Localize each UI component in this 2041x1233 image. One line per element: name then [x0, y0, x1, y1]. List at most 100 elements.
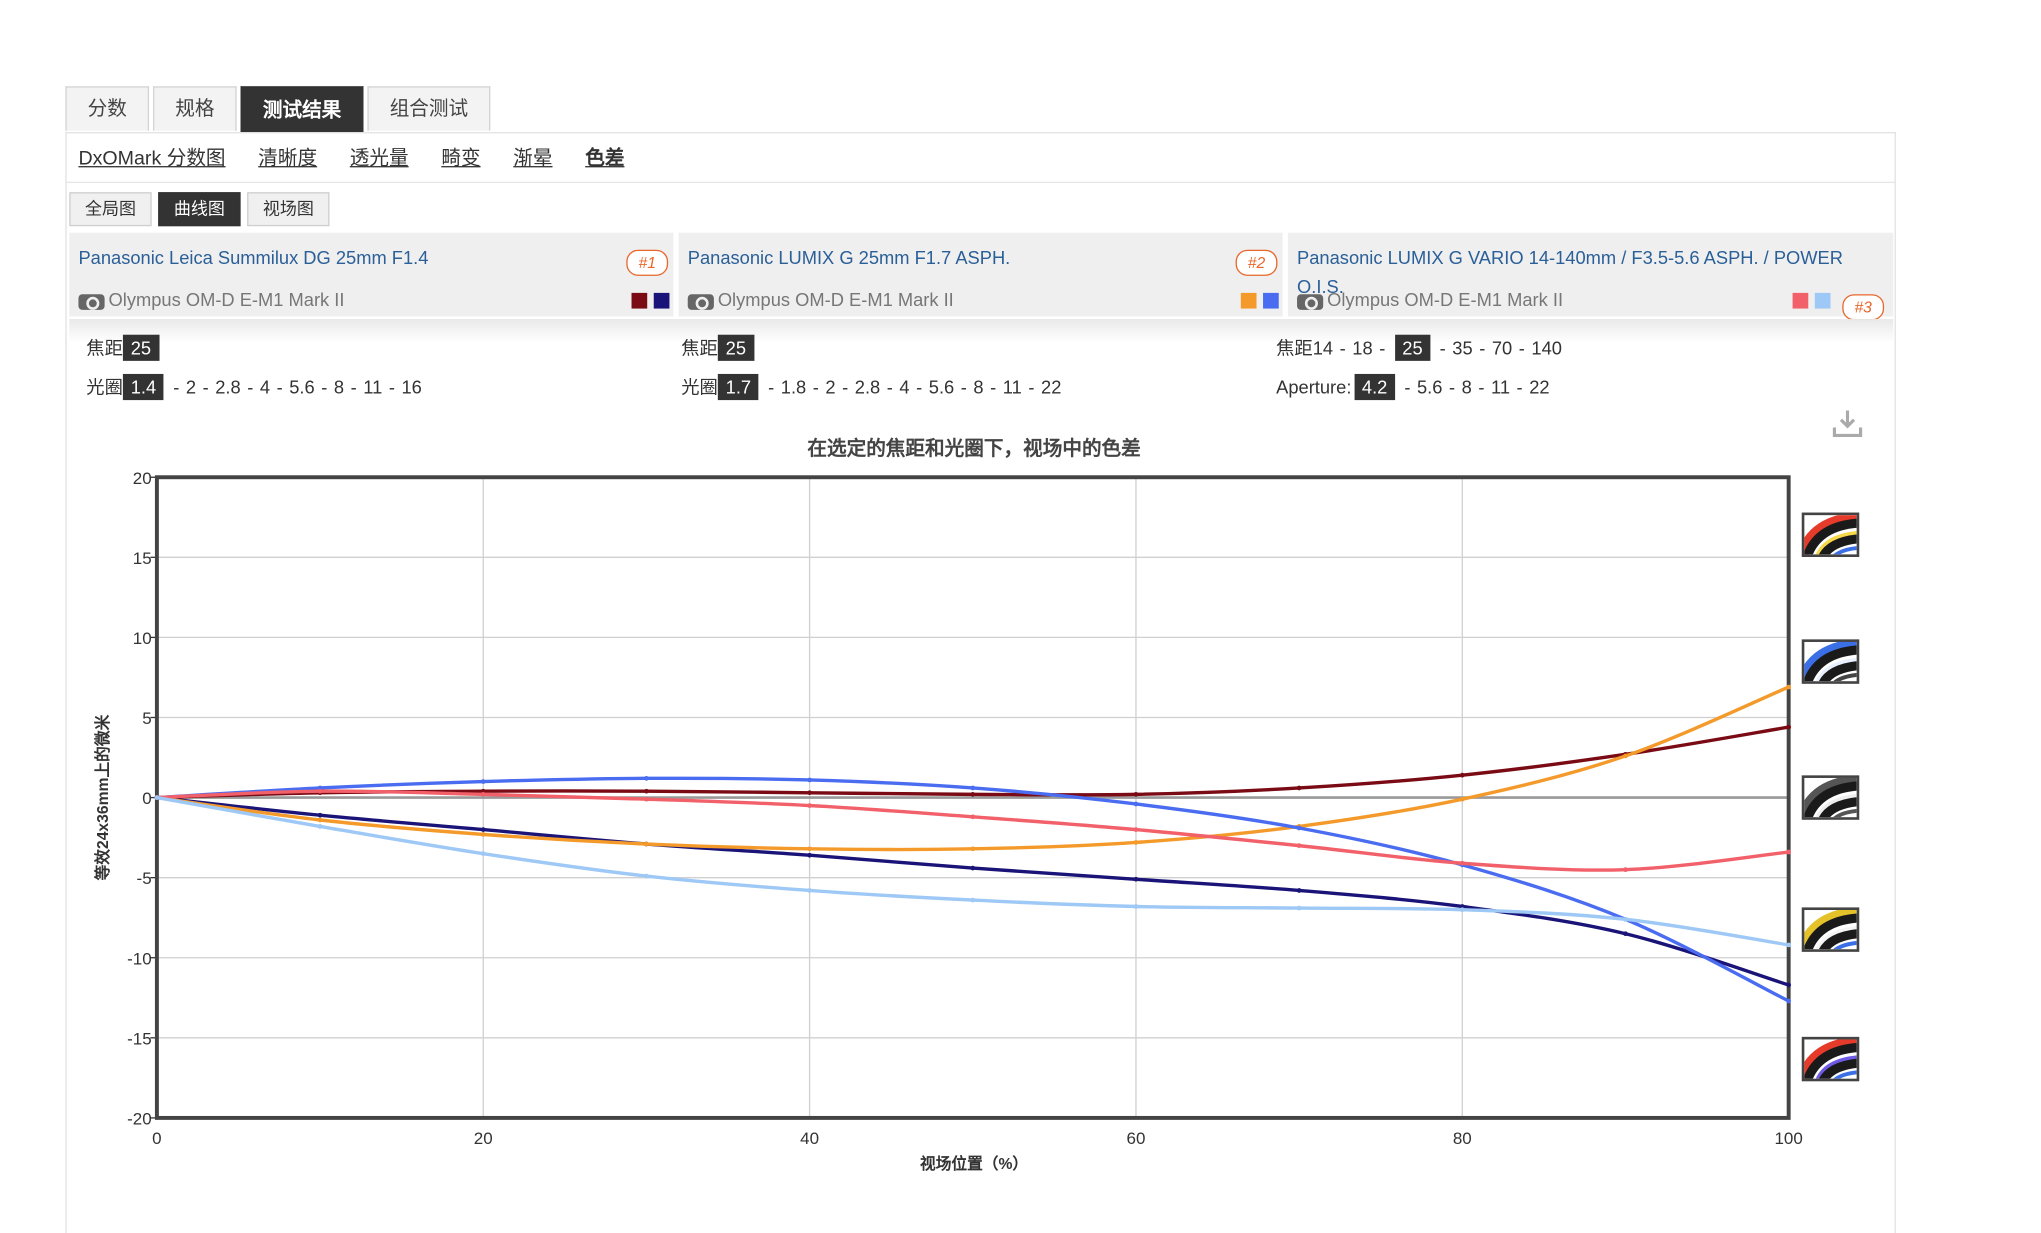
aperture-option[interactable]: 2: [825, 376, 836, 398]
aperture-option[interactable]: 22: [1529, 376, 1550, 398]
field-thumbnail-icon: [1801, 775, 1860, 820]
y-tick-label: 15: [133, 549, 152, 568]
tab-3[interactable]: 组合测试: [367, 86, 491, 131]
data-point: [1786, 849, 1792, 855]
y-tick-label: -20: [127, 1109, 152, 1128]
aperture-option[interactable]: 5.6: [1416, 376, 1443, 398]
separator: -: [1404, 376, 1411, 398]
subnav-link-4[interactable]: 渐晕: [513, 147, 553, 170]
aperture-option[interactable]: 5.6: [289, 376, 315, 398]
separator: -: [990, 376, 997, 398]
aperture-option[interactable]: 16: [401, 376, 422, 398]
focal-length-option[interactable]: 25: [717, 334, 754, 361]
tab-1[interactable]: 规格: [152, 86, 237, 131]
aperture-option[interactable]: 8: [973, 376, 984, 398]
lens-name-link[interactable]: Panasonic Leica Summilux DG 25mm F1.4: [78, 247, 429, 269]
aperture-option[interactable]: 1.4: [122, 373, 165, 401]
aperture-option[interactable]: 4: [899, 376, 910, 398]
focal-length-option[interactable]: 70: [1491, 337, 1513, 359]
y-tick-label: 10: [133, 629, 152, 648]
data-point: [1133, 904, 1139, 909]
tab-0[interactable]: 分数: [65, 86, 150, 131]
data-point: [1459, 907, 1465, 913]
aperture-option[interactable]: 11: [1002, 376, 1022, 398]
data-point: [644, 788, 649, 794]
tab-2[interactable]: 测试结果: [240, 86, 364, 134]
series-color-swatch: [1814, 292, 1831, 309]
lens-badge[interactable]: #1: [626, 249, 669, 276]
data-point: [807, 852, 812, 858]
separator: -: [960, 376, 967, 398]
x-tick-label: 80: [1453, 1129, 1472, 1148]
data-point: [154, 795, 160, 800]
lens-compare-bar: Panasonic Leica Summilux DG 25mm F1.4 Oly…: [69, 232, 1894, 321]
sub-navigation: DxOMark 分数图 清晰度 透光量 畸变 渐晕 色差: [78, 144, 624, 171]
aperture-option[interactable]: 2.8: [854, 376, 881, 398]
lens-card: Panasonic Leica Summilux DG 25mm F1.4 Oly…: [69, 232, 674, 317]
aperture-label: 光圈: [86, 376, 123, 398]
lens-name-link[interactable]: Panasonic LUMIX G 25mm F1.7 ASPH.: [687, 247, 1011, 269]
view-button-2[interactable]: 视场图: [247, 192, 330, 227]
data-point: [970, 897, 976, 903]
data-point: [480, 832, 486, 837]
focal-length-option[interactable]: 25: [1394, 334, 1431, 361]
aperture-option[interactable]: 11: [1490, 376, 1511, 398]
data-point: [970, 792, 976, 797]
data-point: [1623, 753, 1628, 759]
data-point: [644, 873, 649, 879]
focal-length: 焦距14-18-25-35-70-140: [1276, 334, 1562, 361]
separator: -: [1448, 376, 1456, 398]
camera-label: Olympus OM-D E-M1 Mark II: [687, 289, 954, 310]
lens-name-link[interactable]: Panasonic LUMIX G VARIO 14-140mm / F3.5-…: [1297, 247, 1844, 297]
separator: -: [276, 376, 283, 398]
aperture-option[interactable]: 2: [185, 376, 197, 398]
view-button-1[interactable]: 曲线图: [158, 192, 241, 227]
aperture-option[interactable]: 11: [363, 376, 383, 398]
subnav-link-3[interactable]: 畸变: [441, 147, 481, 170]
aperture-option[interactable]: 8: [333, 376, 345, 398]
subnav-link-0[interactable]: DxOMark 分数图: [78, 147, 226, 170]
data-point: [317, 812, 323, 818]
aperture-option[interactable]: 1.8: [780, 376, 807, 398]
aperture-option[interactable]: 2.8: [215, 376, 241, 398]
focal-length-option[interactable]: 18: [1352, 337, 1373, 359]
divider: [69, 319, 1894, 343]
data-point: [1459, 796, 1465, 802]
focal-length-option[interactable]: 35: [1452, 337, 1473, 359]
aperture-option[interactable]: 4.2: [1354, 373, 1396, 401]
separator: -: [247, 376, 254, 398]
separator: -: [1379, 337, 1386, 359]
focal-length-option[interactable]: 25: [122, 334, 159, 361]
lens-badge[interactable]: #2: [1235, 249, 1278, 276]
download-icon[interactable]: [1831, 407, 1865, 441]
separator: -: [1478, 376, 1485, 398]
series-color-swatch: [1792, 292, 1809, 309]
aperture-option[interactable]: 22: [1041, 376, 1062, 398]
data-point: [644, 796, 649, 802]
aperture-option[interactable]: 8: [1461, 376, 1472, 398]
subnav-link-5[interactable]: 色差: [585, 147, 625, 170]
subnav-link-1[interactable]: 清晰度: [258, 147, 318, 170]
data-point: [644, 776, 649, 781]
aperture-label: Aperture:: [1276, 376, 1352, 398]
data-point: [1623, 931, 1628, 937]
data-point: [1133, 801, 1139, 807]
aperture-option[interactable]: 5.6: [928, 376, 955, 398]
focal-length-label: 焦距: [86, 337, 123, 359]
data-point: [1786, 982, 1792, 988]
aperture-option[interactable]: 1.7: [717, 373, 759, 401]
lens-badge[interactable]: #3: [1842, 294, 1885, 321]
field-thumbnail-icon: [1801, 512, 1860, 557]
aperture-label: 光圈: [681, 376, 718, 398]
aperture-option[interactable]: 4: [259, 376, 271, 398]
data-point: [317, 817, 323, 823]
data-point: [1786, 998, 1792, 1004]
focal-length-option[interactable]: 140: [1531, 337, 1562, 359]
view-button-0[interactable]: 全局图: [69, 192, 152, 227]
focal-length-option[interactable]: 14: [1312, 337, 1334, 359]
x-tick-label: 60: [1127, 1129, 1146, 1148]
data-point: [644, 841, 649, 847]
camera-icon: [78, 290, 105, 310]
separator: -: [388, 376, 395, 398]
subnav-link-2[interactable]: 透光量: [349, 147, 409, 170]
